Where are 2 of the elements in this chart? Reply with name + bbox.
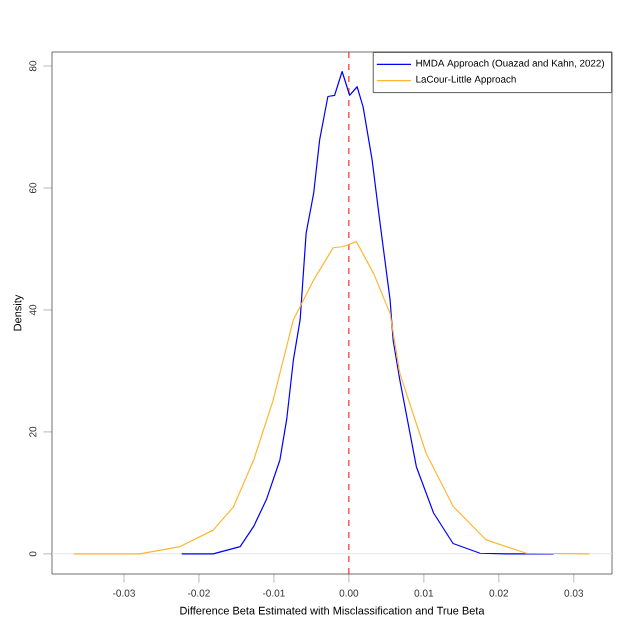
line-series — [73, 241, 591, 555]
line-series — [181, 70, 555, 555]
